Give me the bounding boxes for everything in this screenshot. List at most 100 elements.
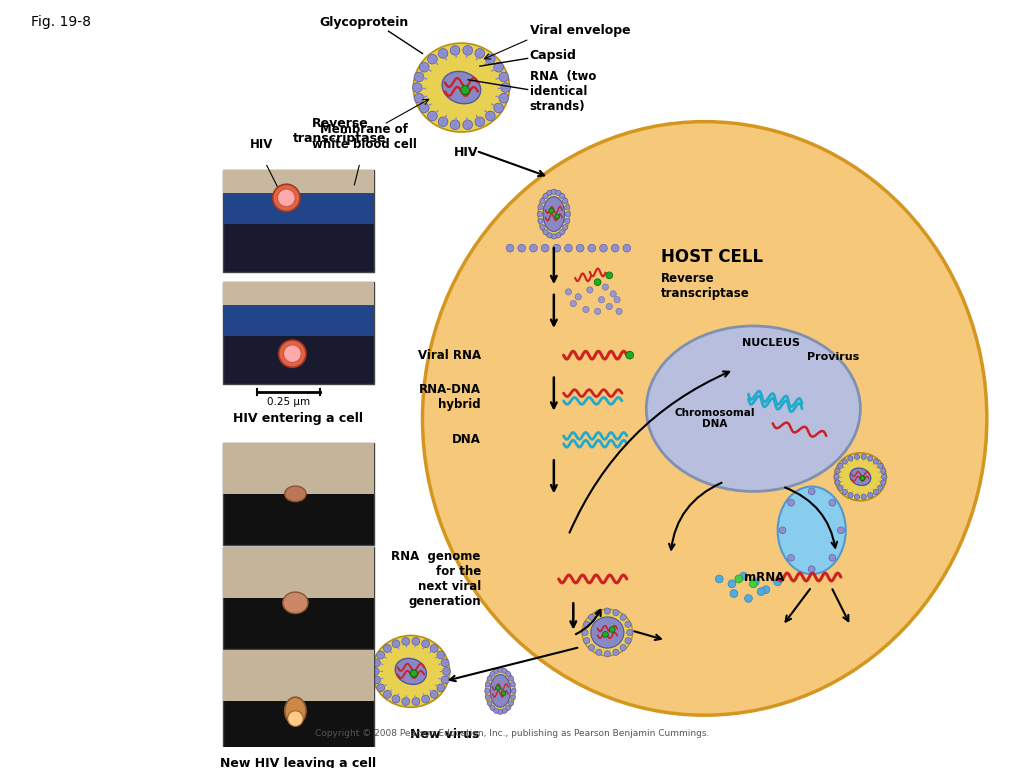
Circle shape: [716, 575, 723, 583]
Circle shape: [873, 489, 879, 495]
Circle shape: [509, 700, 513, 706]
Circle shape: [551, 233, 556, 239]
Circle shape: [420, 62, 429, 72]
Ellipse shape: [442, 71, 480, 104]
Ellipse shape: [372, 635, 450, 707]
Circle shape: [509, 676, 513, 681]
Bar: [223, 442, 374, 545]
Circle shape: [510, 695, 515, 700]
Circle shape: [848, 455, 853, 461]
Circle shape: [543, 230, 548, 235]
Text: HIV: HIV: [250, 137, 273, 151]
Circle shape: [485, 111, 496, 121]
Ellipse shape: [646, 326, 860, 492]
Ellipse shape: [543, 197, 564, 231]
Text: DNA: DNA: [452, 433, 481, 446]
Text: Viral RNA: Viral RNA: [418, 349, 481, 362]
Ellipse shape: [850, 468, 870, 485]
Ellipse shape: [539, 190, 569, 238]
Circle shape: [829, 499, 836, 506]
Circle shape: [422, 695, 429, 703]
Text: Fig. 19-8: Fig. 19-8: [32, 15, 91, 28]
Circle shape: [867, 455, 872, 461]
Circle shape: [602, 284, 608, 290]
Circle shape: [494, 708, 499, 713]
Ellipse shape: [414, 43, 510, 132]
Circle shape: [562, 224, 568, 230]
Ellipse shape: [835, 453, 886, 501]
Ellipse shape: [285, 697, 306, 724]
Bar: [223, 170, 374, 273]
Bar: [223, 282, 374, 328]
Circle shape: [538, 211, 543, 217]
Circle shape: [564, 204, 570, 210]
Circle shape: [860, 475, 865, 481]
Circle shape: [430, 644, 438, 652]
Circle shape: [878, 463, 883, 468]
Circle shape: [882, 474, 887, 479]
Circle shape: [540, 198, 545, 204]
Circle shape: [451, 120, 460, 130]
Circle shape: [596, 649, 602, 655]
Circle shape: [475, 117, 484, 127]
Circle shape: [542, 244, 549, 252]
Circle shape: [485, 55, 496, 64]
Circle shape: [506, 671, 511, 677]
Circle shape: [757, 588, 765, 595]
Circle shape: [441, 659, 449, 667]
Circle shape: [540, 224, 545, 230]
Circle shape: [494, 103, 504, 113]
Circle shape: [506, 705, 511, 710]
Circle shape: [606, 303, 612, 310]
Circle shape: [848, 492, 853, 498]
Circle shape: [461, 86, 470, 94]
Circle shape: [549, 208, 554, 214]
Circle shape: [501, 691, 506, 696]
Circle shape: [556, 233, 561, 238]
Ellipse shape: [582, 609, 633, 656]
Circle shape: [442, 667, 451, 675]
Circle shape: [838, 463, 843, 468]
Circle shape: [861, 454, 866, 459]
Circle shape: [854, 454, 859, 459]
Circle shape: [588, 244, 596, 252]
Circle shape: [881, 480, 886, 485]
Circle shape: [838, 527, 845, 534]
Circle shape: [615, 308, 623, 314]
Circle shape: [485, 682, 490, 687]
Circle shape: [414, 94, 424, 103]
Circle shape: [835, 468, 840, 474]
Text: Chromosomal
DNA: Chromosomal DNA: [674, 408, 755, 429]
Ellipse shape: [423, 121, 987, 715]
Circle shape: [752, 578, 759, 586]
Circle shape: [584, 637, 590, 644]
Circle shape: [372, 667, 379, 675]
Circle shape: [596, 610, 602, 616]
Circle shape: [543, 194, 548, 199]
Circle shape: [538, 218, 543, 223]
Text: RNA  genome
for the
next viral
generation: RNA genome for the next viral generation: [391, 550, 481, 608]
Text: Membrane of
white blood cell: Membrane of white blood cell: [311, 123, 417, 151]
Circle shape: [422, 640, 429, 647]
Circle shape: [538, 204, 543, 210]
Circle shape: [411, 670, 418, 677]
Circle shape: [401, 697, 410, 705]
Bar: [223, 547, 374, 649]
Circle shape: [437, 684, 444, 692]
Circle shape: [625, 637, 631, 644]
Text: Copyright © 2008 Pearson Education, Inc., publishing as Pearson Benjamin Cumming: Copyright © 2008 Pearson Education, Inc.…: [314, 729, 710, 737]
Circle shape: [600, 244, 607, 252]
Circle shape: [598, 296, 604, 303]
Circle shape: [564, 218, 570, 223]
Circle shape: [555, 214, 560, 219]
Circle shape: [627, 629, 633, 636]
Circle shape: [584, 621, 590, 627]
Circle shape: [413, 83, 422, 92]
Circle shape: [430, 690, 438, 698]
Circle shape: [564, 244, 572, 252]
Circle shape: [808, 566, 815, 573]
Circle shape: [556, 190, 561, 196]
Circle shape: [565, 289, 571, 295]
Circle shape: [284, 345, 301, 362]
Circle shape: [834, 474, 839, 479]
